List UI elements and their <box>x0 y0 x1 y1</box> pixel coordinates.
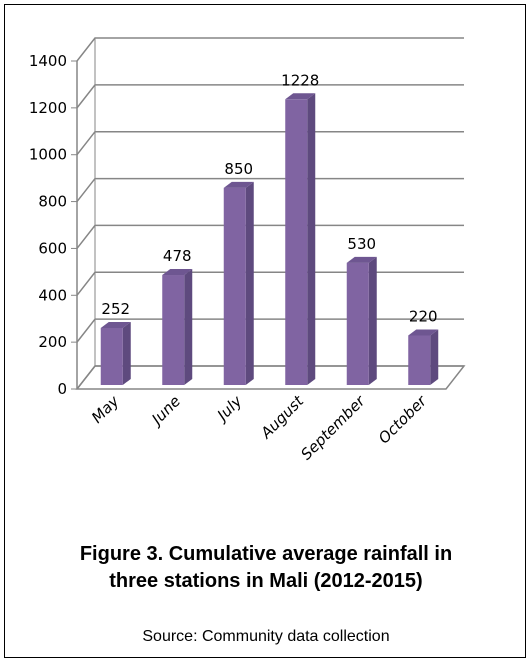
data-label: 478 <box>163 247 192 265</box>
bar-top-face <box>285 93 316 100</box>
data-label: 1228 <box>281 71 319 89</box>
x-tick-label: May <box>88 391 123 426</box>
bar-top-face <box>100 321 131 328</box>
gridline <box>76 365 464 390</box>
x-tick-label: August <box>257 391 308 442</box>
gridline <box>76 37 464 62</box>
y-tick-label: 200 <box>38 333 67 351</box>
x-tick-label: October <box>375 392 431 448</box>
y-tick-label: 600 <box>38 239 67 257</box>
y-tick-label: 400 <box>38 286 67 304</box>
bar <box>162 275 185 385</box>
bar <box>223 187 246 385</box>
y-tick-label: 800 <box>38 193 67 211</box>
gridline <box>76 224 464 249</box>
bar-side-face <box>245 181 254 385</box>
bar-side-face <box>430 329 439 385</box>
bar-top-face <box>408 329 439 336</box>
bar-top-face <box>223 181 254 188</box>
bar <box>408 335 431 385</box>
bar-side-face <box>368 256 377 385</box>
y-tick-label: 0 <box>57 380 67 398</box>
data-label: 220 <box>409 307 438 325</box>
x-tick-label: September <box>297 392 369 464</box>
gridline <box>76 177 464 203</box>
bar-top-face <box>162 269 193 276</box>
figure-frame <box>4 4 526 658</box>
bar-side-face <box>184 269 193 385</box>
bar-side-face <box>307 93 316 385</box>
bar <box>285 99 308 385</box>
y-tick-label: 1200 <box>29 99 67 117</box>
figure-caption-line-1: Figure 3. Cumulative average rainfall in <box>79 543 453 565</box>
x-tick-label: July <box>212 391 247 426</box>
gridline <box>76 318 464 343</box>
y-tick-label: 1000 <box>29 146 67 164</box>
figure-caption-line-2: three stations in Mali (2012-2015) <box>109 570 423 592</box>
bar-side-face <box>122 321 131 385</box>
gridline <box>76 271 464 296</box>
data-label: 850 <box>224 160 253 178</box>
source-note: Source: Community data collection <box>142 628 390 645</box>
bar <box>100 327 123 385</box>
data-label: 252 <box>101 300 130 318</box>
bar-top-face <box>346 256 377 263</box>
y-tick-label: 1400 <box>29 52 67 70</box>
chart-floor <box>75 365 466 390</box>
data-label: 530 <box>347 235 376 253</box>
gridline <box>76 84 464 109</box>
x-tick-label: June <box>146 392 184 430</box>
gridline <box>76 130 464 156</box>
rainfall-bar-chart: 0 200 400 600 800 1000 1200 1400 252 May 478 June 85… <box>29 37 466 464</box>
bar <box>346 262 369 385</box>
